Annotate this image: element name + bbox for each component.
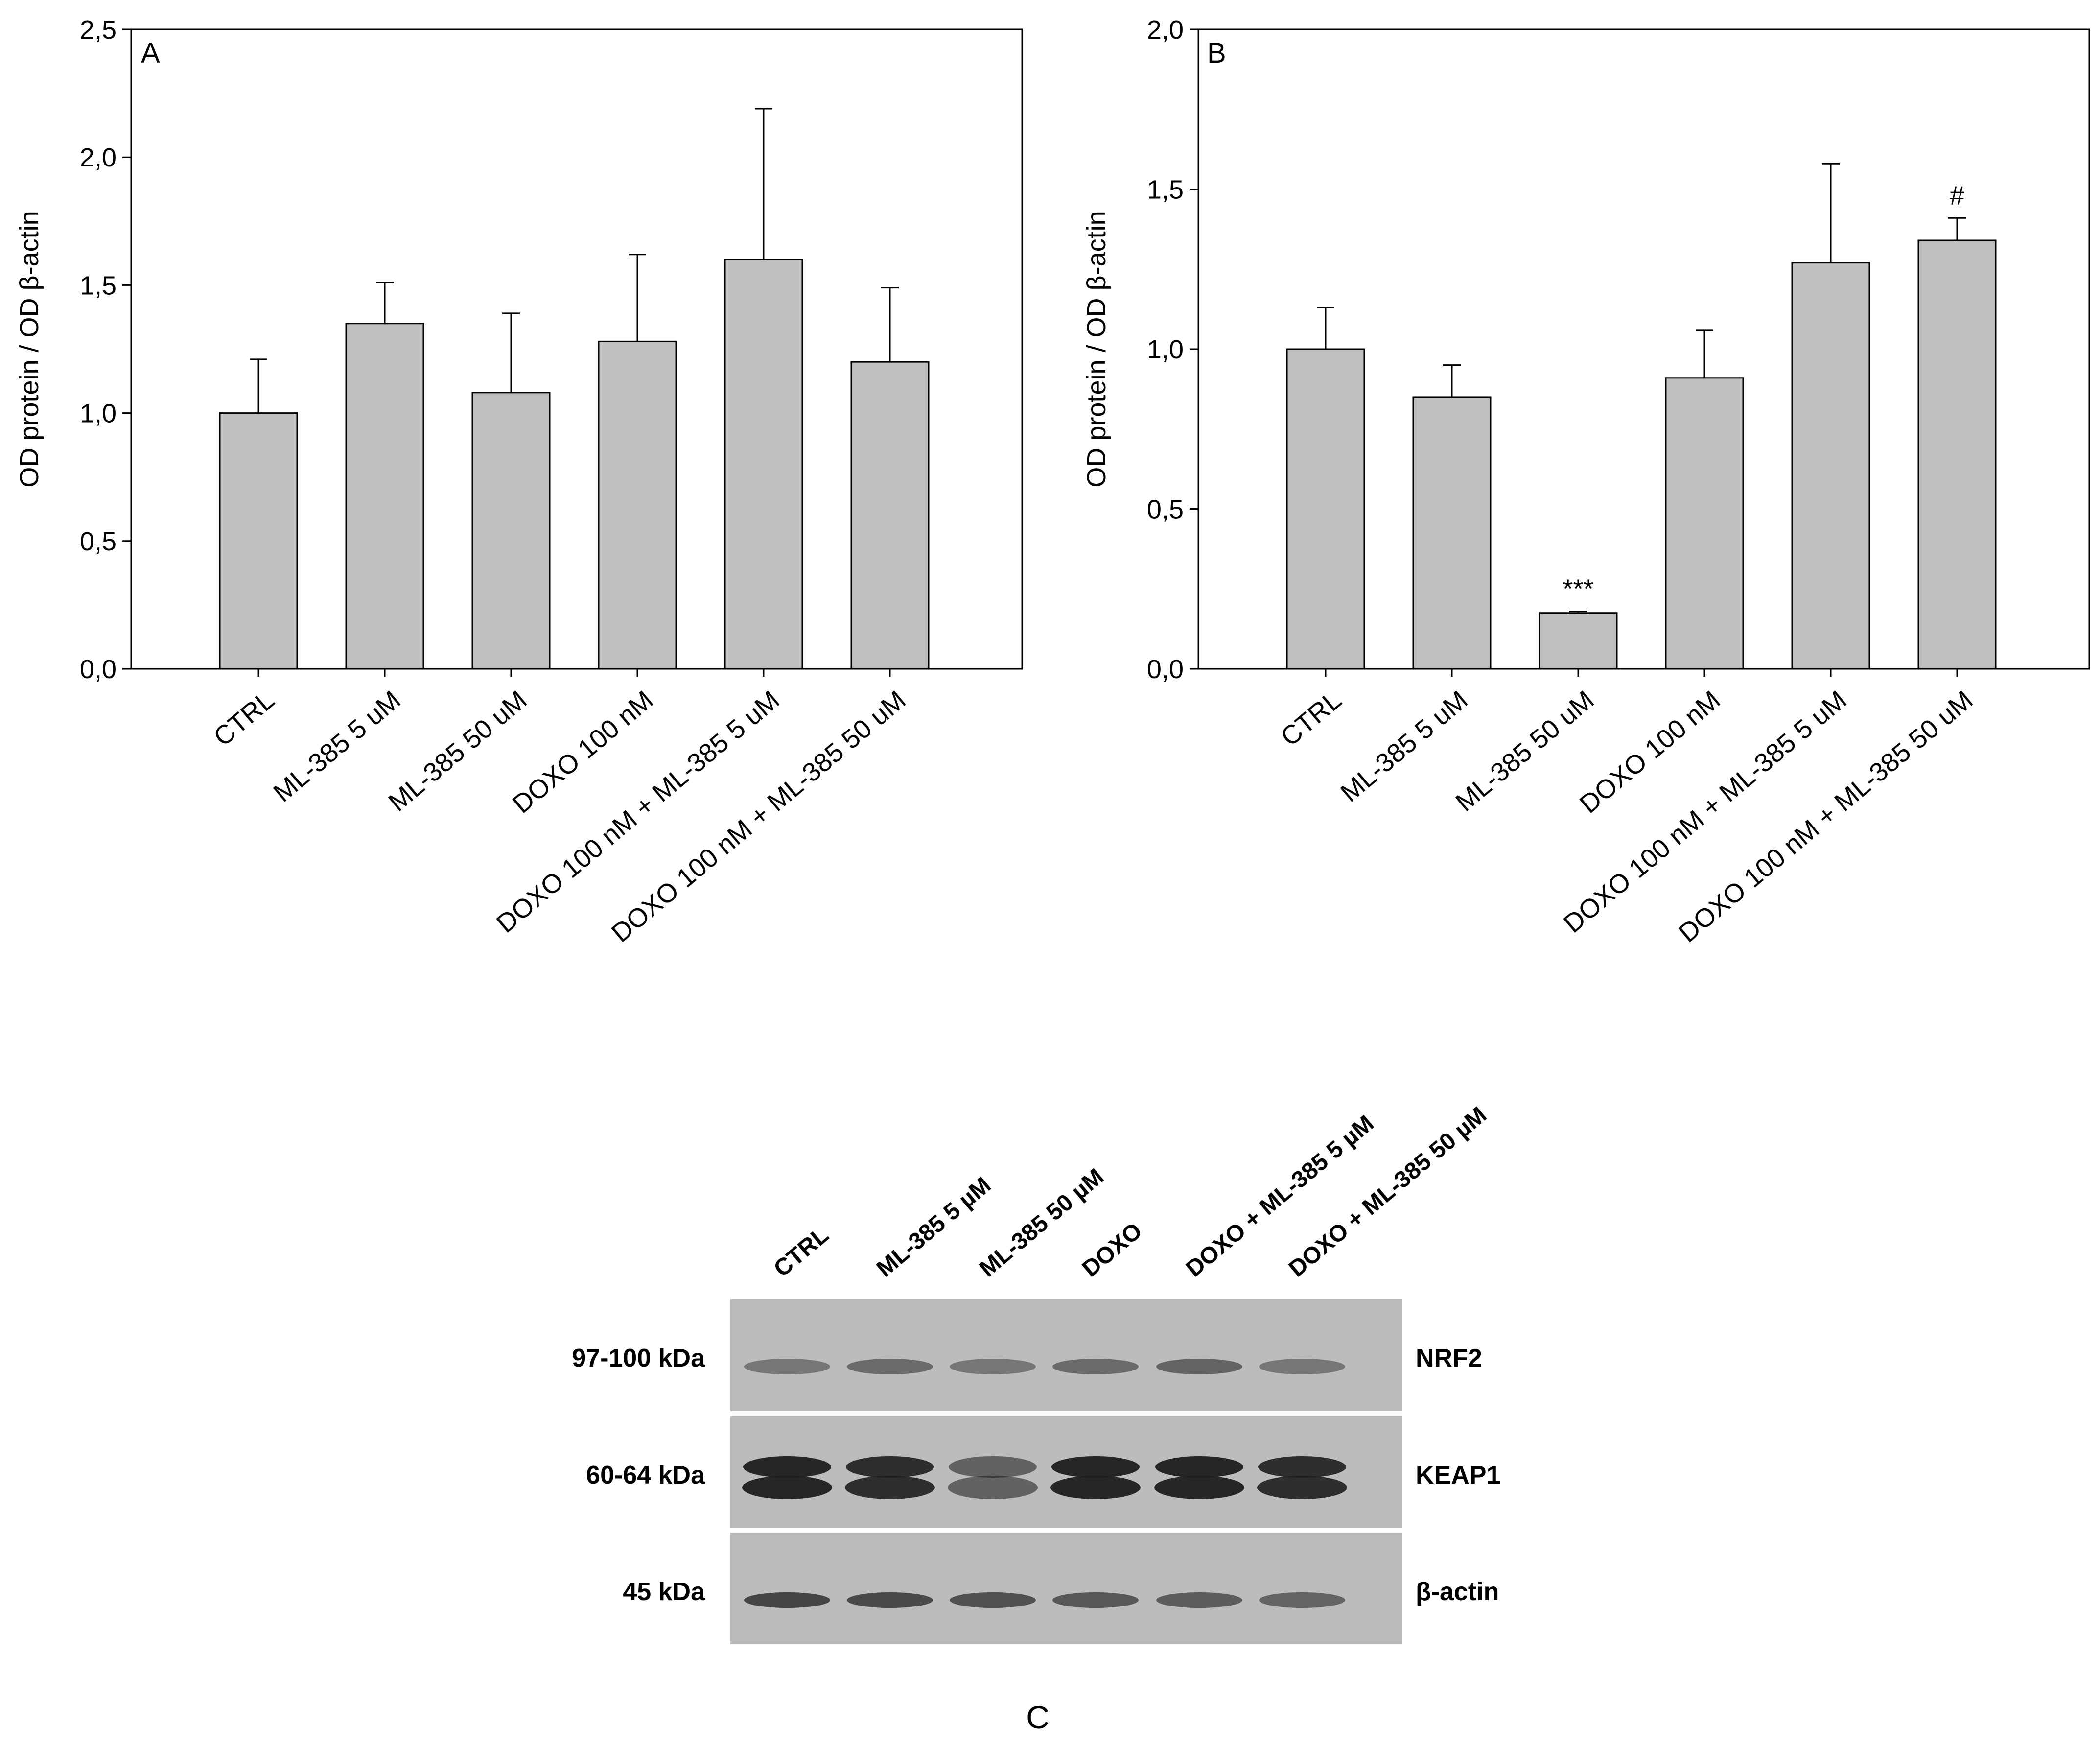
- blot-band: [950, 1359, 1036, 1374]
- y-tick-label-a: 1,0: [80, 399, 117, 428]
- blot-band: [1259, 1592, 1345, 1608]
- y-axis-b: 0,0 0,5 1,0 1,5 2,0: [1147, 15, 1198, 684]
- plot-frame-a: [130, 28, 1023, 670]
- blot-band: [950, 1592, 1036, 1608]
- blot-band: [948, 1476, 1038, 1499]
- bar-b-0: [1286, 348, 1365, 670]
- y-tick-label-b: 0,5: [1147, 495, 1184, 524]
- y-tick-label-b: 1,5: [1147, 175, 1184, 205]
- blot-band: [1257, 1476, 1347, 1499]
- bar-b-3: [1665, 377, 1744, 670]
- y-axis-label-a: OD protein / OD β-actin: [15, 211, 44, 487]
- panel-label-a: A: [141, 37, 160, 69]
- blot-band: [949, 1456, 1037, 1478]
- blot-lane-label-0: CTRL: [769, 1222, 834, 1282]
- blot-band: [1050, 1476, 1141, 1499]
- bar-b-4: [1791, 262, 1870, 670]
- x-category-label-b-0: CTRL: [1275, 685, 1347, 752]
- bar-b-1: [1412, 396, 1492, 670]
- blot-band: [1051, 1456, 1140, 1478]
- blot-size-label: 60-64 kDa: [586, 1461, 705, 1489]
- blot-band: [1156, 1592, 1242, 1608]
- blot-band: [847, 1359, 933, 1374]
- significance-marker-b-5: #: [1950, 181, 1964, 210]
- blot-band: [742, 1476, 832, 1499]
- y-tick-label-a: 2,5: [80, 15, 117, 45]
- blot-lane-label-4: DOXO + ML-385 5 µM: [1181, 1110, 1379, 1282]
- blot-membrane-strip: [730, 1533, 1402, 1644]
- blot-band: [1155, 1456, 1243, 1478]
- chart-panel-a: A OD protein / OD β-actin 0,0 0,5 1,0 1,5 2,…: [15, 15, 1023, 948]
- panel-label-c: C: [1026, 1699, 1050, 1735]
- bar-a-5: [850, 361, 930, 670]
- blot-protein-label: β-actin: [1416, 1578, 1499, 1606]
- chart-panel-b: B OD protein / OD β-actin 0,0 0,5 1,0 1,5 2,…: [1082, 15, 2090, 948]
- blot-band: [1052, 1592, 1139, 1608]
- blot-band: [847, 1592, 933, 1608]
- y-tick-label-b: 1,0: [1147, 335, 1184, 364]
- bar-a-4: [724, 259, 803, 670]
- blot-protein-label: NRF2: [1416, 1344, 1482, 1372]
- blot-band: [1154, 1476, 1244, 1499]
- blot-row-2: 45 kDa β-actin: [623, 1533, 1499, 1644]
- y-tick-label-a: 2,0: [80, 143, 117, 172]
- x-category-label-b-1: ML-385 5 uM: [1335, 685, 1473, 807]
- bars-a: [219, 108, 930, 670]
- significance-marker-b-2: ***: [1563, 574, 1593, 603]
- blot-band: [744, 1592, 830, 1608]
- blot-membrane-strip: [730, 1299, 1402, 1411]
- bar-a-1: [345, 323, 424, 670]
- blot-band: [845, 1476, 935, 1499]
- blot-size-label: 45 kDa: [623, 1578, 705, 1606]
- y-axis-a: 0,0 0,5 1,0 1,5 2,0 2,5: [80, 15, 131, 684]
- blot-protein-label: KEAP1: [1416, 1461, 1500, 1489]
- blot-row-0: 97-100 kDa NRF2: [572, 1299, 1482, 1411]
- blot-band: [1259, 1359, 1345, 1374]
- y-tick-label-a: 0,5: [80, 527, 117, 556]
- blot-size-label: 97-100 kDa: [572, 1344, 705, 1372]
- bar-a-2: [471, 392, 551, 670]
- blot-band: [744, 1359, 830, 1374]
- bar-b-5: [1917, 239, 1997, 670]
- y-tick-label-b: 2,0: [1147, 15, 1184, 45]
- bar-a-0: [219, 412, 298, 670]
- y-tick-label-a: 1,5: [80, 271, 117, 300]
- blot-band: [846, 1456, 934, 1478]
- blot-band: [1258, 1456, 1346, 1478]
- blot-lane-label-5: DOXO + ML-385 50 µM: [1284, 1102, 1492, 1282]
- blot-band: [743, 1456, 831, 1478]
- y-axis-label-b: OD protein / OD β-actin: [1082, 211, 1111, 487]
- blot-band: [1052, 1359, 1139, 1374]
- x-category-label-a-0: CTRL: [208, 685, 280, 752]
- blot-rows: 97-100 kDa NRF2 60-64 kDa KEAP1 45 kDa β-acti…: [572, 1299, 1500, 1644]
- y-tick-label-b: 0,0: [1147, 655, 1184, 684]
- bar-b-2: [1539, 612, 1618, 670]
- blot-band: [1156, 1359, 1242, 1374]
- bar-a-3: [598, 340, 677, 670]
- blot-row-1: 60-64 kDa KEAP1: [586, 1416, 1500, 1528]
- blot-lane-label-3: DOXO: [1077, 1218, 1147, 1282]
- panel-label-b: B: [1207, 37, 1226, 69]
- y-tick-label-a: 0,0: [80, 655, 117, 684]
- bars-b: *** #: [1286, 163, 1997, 670]
- x-category-label-a-1: ML-385 5 uM: [268, 685, 406, 807]
